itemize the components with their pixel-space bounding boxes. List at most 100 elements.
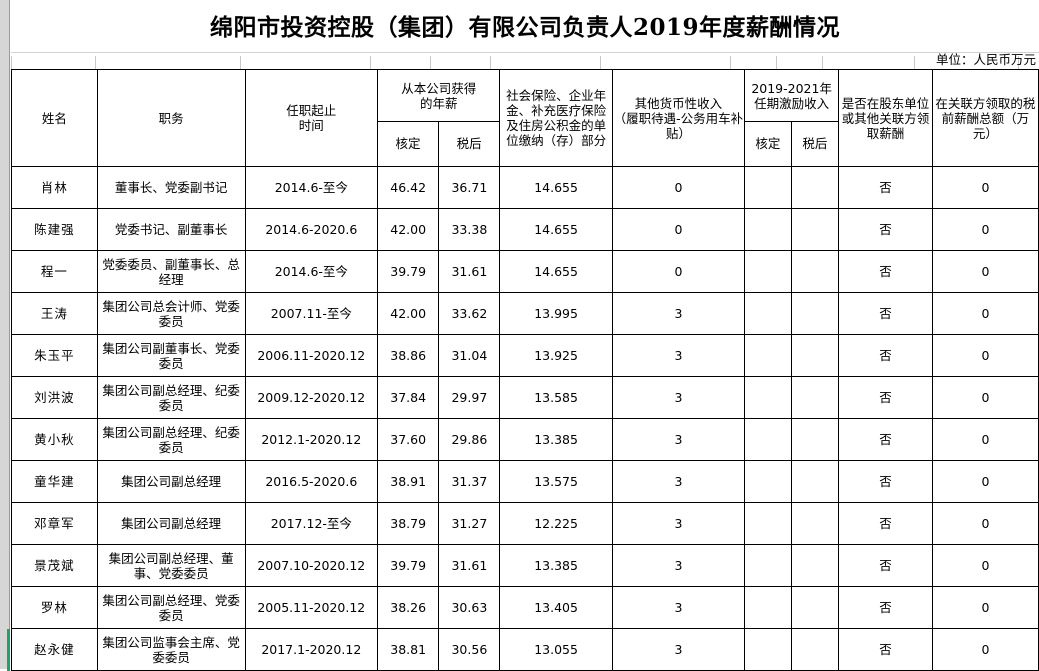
- cell-related-party-total[interactable]: 0: [931, 166, 1039, 209]
- cell-social-insurance[interactable]: 14.655: [499, 208, 613, 251]
- cell-company-salary-approved[interactable]: 39.79: [377, 250, 440, 293]
- cell-tenure[interactable]: 2016.5-2020.6: [244, 460, 379, 503]
- cell-company-salary-approved[interactable]: 38.86: [377, 334, 440, 377]
- cell-from-shareholder[interactable]: 否: [838, 334, 933, 377]
- cell-social-insurance[interactable]: 13.385: [499, 544, 613, 587]
- cell-incentive-after-tax[interactable]: [791, 586, 840, 629]
- table-row[interactable]: 王涛 集团公司总会计师、党委委员 2007.11-至今 42.00 33.62 13.99…: [11, 292, 1039, 335]
- cell-company-salary-approved[interactable]: 37.60: [377, 418, 440, 461]
- cell-other-monetary[interactable]: 0: [611, 250, 746, 293]
- cell-company-salary-approved[interactable]: 42.00: [377, 292, 440, 335]
- cell-company-salary-after-tax[interactable]: 31.27: [438, 502, 501, 545]
- cell-incentive-after-tax[interactable]: [791, 250, 840, 293]
- cell-name[interactable]: 陈建强: [11, 208, 98, 251]
- cell-company-salary-approved[interactable]: 39.79: [377, 544, 440, 587]
- cell-position[interactable]: 集团公司副总经理、党委委员: [96, 586, 246, 629]
- cell-related-party-total[interactable]: 0: [931, 418, 1039, 461]
- cell-position[interactable]: 党委委员、副董事长、总经理: [96, 250, 246, 293]
- cell-tenure[interactable]: 2005.11-2020.12: [244, 586, 379, 629]
- cell-social-insurance[interactable]: 13.575: [499, 460, 613, 503]
- cell-position[interactable]: 党委书记、副董事长: [96, 208, 246, 251]
- cell-other-monetary[interactable]: 3: [611, 334, 746, 377]
- cell-name[interactable]: 赵永健: [11, 628, 98, 671]
- cell-social-insurance[interactable]: 12.225: [499, 502, 613, 545]
- cell-from-shareholder[interactable]: 否: [838, 544, 933, 587]
- cell-incentive-after-tax[interactable]: [791, 418, 840, 461]
- cell-incentive-after-tax[interactable]: [791, 628, 840, 671]
- cell-incentive-after-tax[interactable]: [791, 376, 840, 419]
- cell-other-monetary[interactable]: 3: [611, 586, 746, 629]
- cell-company-salary-approved[interactable]: 38.79: [377, 502, 440, 545]
- cell-company-salary-after-tax[interactable]: 33.62: [438, 292, 501, 335]
- table-row[interactable]: 赵永健 集团公司监事会主席、党委委员 2017.1-2020.12 38.81 30.5…: [11, 628, 1039, 671]
- cell-tenure[interactable]: 2014.6-2020.6: [244, 208, 379, 251]
- cell-company-salary-after-tax[interactable]: 33.38: [438, 208, 501, 251]
- cell-from-shareholder[interactable]: 否: [838, 208, 933, 251]
- cell-company-salary-approved[interactable]: 46.42: [377, 166, 440, 209]
- cell-company-salary-after-tax[interactable]: 30.63: [438, 586, 501, 629]
- cell-related-party-total[interactable]: 0: [931, 292, 1039, 335]
- cell-social-insurance[interactable]: 13.995: [499, 292, 613, 335]
- cell-position[interactable]: 集团公司副总经理: [96, 502, 246, 545]
- cell-related-party-total[interactable]: 0: [931, 334, 1039, 377]
- cell-company-salary-after-tax[interactable]: 30.56: [438, 628, 501, 671]
- cell-company-salary-approved[interactable]: 38.91: [377, 460, 440, 503]
- cell-company-salary-after-tax[interactable]: 31.04: [438, 334, 501, 377]
- cell-company-salary-approved[interactable]: 42.00: [377, 208, 440, 251]
- cell-name[interactable]: 邓章军: [11, 502, 98, 545]
- table-row[interactable]: 童华建 集团公司副总经理 2016.5-2020.6 38.91 31.37 13.575…: [11, 460, 1039, 503]
- cell-incentive-after-tax[interactable]: [791, 334, 840, 377]
- cell-incentive-approved[interactable]: [744, 334, 793, 377]
- table-row[interactable]: 程一 党委委员、副董事长、总经理 2014.6-至今 39.79 31.61 14.655…: [11, 250, 1039, 293]
- cell-position[interactable]: 集团公司副总经理、纪委委员: [96, 418, 246, 461]
- table-row[interactable]: 邓章军 集团公司副总经理 2017.12-至今 38.79 31.27 12.225 3 否 0: [11, 502, 1039, 545]
- cell-incentive-approved[interactable]: [744, 166, 793, 209]
- cell-incentive-after-tax[interactable]: [791, 166, 840, 209]
- cell-name[interactable]: 王涛: [11, 292, 98, 335]
- cell-name[interactable]: 童华建: [11, 460, 98, 503]
- cell-related-party-total[interactable]: 0: [931, 628, 1039, 671]
- cell-from-shareholder[interactable]: 否: [838, 460, 933, 503]
- cell-related-party-total[interactable]: 0: [931, 208, 1039, 251]
- cell-related-party-total[interactable]: 0: [931, 460, 1039, 503]
- cell-tenure[interactable]: 2017.12-至今: [244, 502, 379, 545]
- cell-incentive-approved[interactable]: [744, 418, 793, 461]
- cell-incentive-approved[interactable]: [744, 544, 793, 587]
- cell-from-shareholder[interactable]: 否: [838, 418, 933, 461]
- cell-from-shareholder[interactable]: 否: [838, 376, 933, 419]
- table-row[interactable]: 朱玉平 集团公司副董事长、党委委员 2006.11-2020.12 38.86 31.0…: [11, 334, 1039, 377]
- cell-other-monetary[interactable]: 3: [611, 628, 746, 671]
- cell-company-salary-approved[interactable]: 38.81: [377, 628, 440, 671]
- cell-tenure[interactable]: 2014.6-至今: [244, 166, 379, 209]
- cell-incentive-after-tax[interactable]: [791, 208, 840, 251]
- cell-incentive-approved[interactable]: [744, 292, 793, 335]
- cell-position[interactable]: 集团公司副总经理: [96, 460, 246, 503]
- cell-from-shareholder[interactable]: 否: [838, 292, 933, 335]
- cell-company-salary-after-tax[interactable]: 31.61: [438, 544, 501, 587]
- cell-from-shareholder[interactable]: 否: [838, 628, 933, 671]
- cell-related-party-total[interactable]: 0: [931, 502, 1039, 545]
- table-row[interactable]: 罗林 集团公司副总经理、党委委员 2005.11-2020.12 38.26 30.63…: [11, 586, 1039, 629]
- cell-other-monetary[interactable]: 3: [611, 544, 746, 587]
- cell-other-monetary[interactable]: 0: [611, 208, 746, 251]
- cell-tenure[interactable]: 2006.11-2020.12: [244, 334, 379, 377]
- cell-company-salary-after-tax[interactable]: 29.97: [438, 376, 501, 419]
- cell-incentive-after-tax[interactable]: [791, 544, 840, 587]
- cell-social-insurance[interactable]: 14.655: [499, 166, 613, 209]
- cell-related-party-total[interactable]: 0: [931, 376, 1039, 419]
- cell-incentive-approved[interactable]: [744, 250, 793, 293]
- cell-incentive-approved[interactable]: [744, 376, 793, 419]
- cell-social-insurance[interactable]: 13.405: [499, 586, 613, 629]
- cell-company-salary-after-tax[interactable]: 36.71: [438, 166, 501, 209]
- cell-position[interactable]: 集团公司监事会主席、党委委员: [96, 628, 246, 671]
- cell-position[interactable]: 集团公司副总经理、董事、党委委员: [96, 544, 246, 587]
- table-row[interactable]: 景茂斌 集团公司副总经理、董事、党委委员 2007.10-2020.12 39.79 3…: [11, 544, 1039, 587]
- table-row[interactable]: 陈建强 党委书记、副董事长 2014.6-2020.6 42.00 33.38 14.65…: [11, 208, 1039, 251]
- cell-incentive-after-tax[interactable]: [791, 292, 840, 335]
- cell-other-monetary[interactable]: 3: [611, 292, 746, 335]
- cell-name[interactable]: 刘洪波: [11, 376, 98, 419]
- cell-incentive-after-tax[interactable]: [791, 502, 840, 545]
- cell-social-insurance[interactable]: 13.055: [499, 628, 613, 671]
- cell-position[interactable]: 集团公司总会计师、党委委员: [96, 292, 246, 335]
- cell-company-salary-after-tax[interactable]: 31.61: [438, 250, 501, 293]
